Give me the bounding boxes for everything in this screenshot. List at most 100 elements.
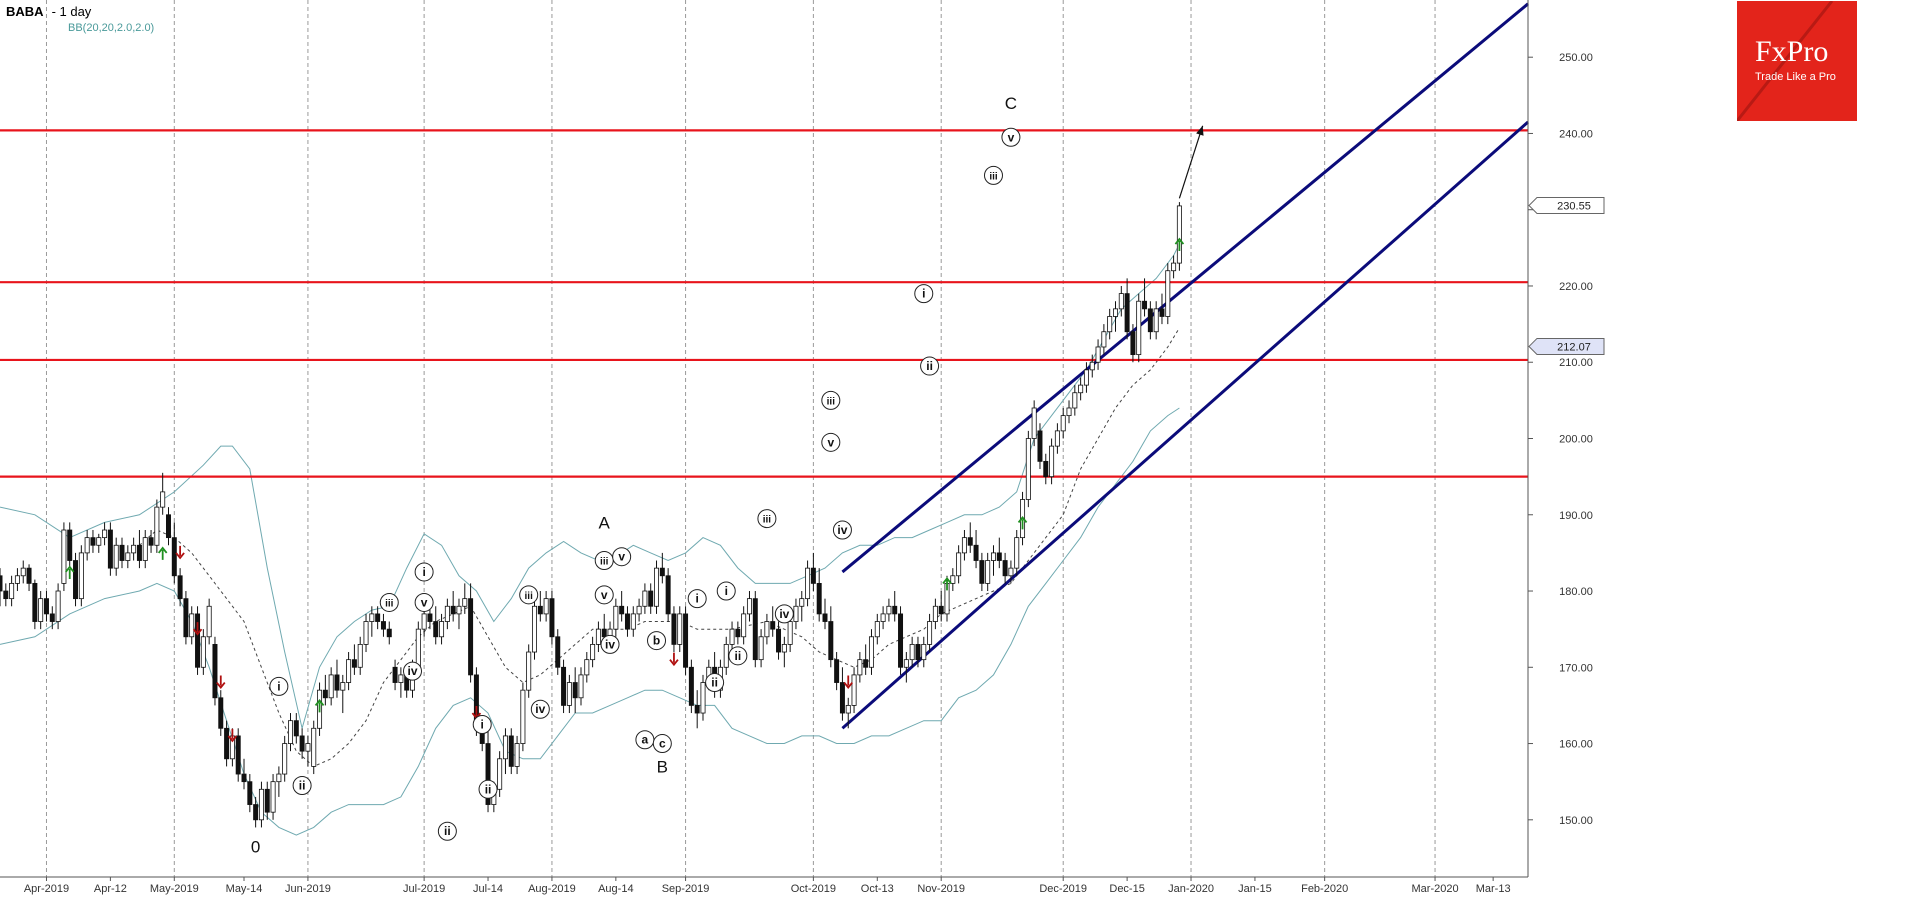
wave-circle bbox=[472, 714, 492, 734]
candle bbox=[990, 545, 996, 576]
candle-body bbox=[200, 636, 206, 668]
wave-degree-label: B bbox=[657, 757, 668, 776]
trend-channel bbox=[841, 2, 1529, 730]
candle bbox=[456, 598, 462, 630]
x-tick-label: May-2019 bbox=[150, 883, 199, 895]
candle-body bbox=[189, 613, 195, 638]
wave-label: iv bbox=[832, 520, 852, 540]
indicator-label: BB(20,20,2.0,2.0) bbox=[68, 22, 155, 34]
candle-body bbox=[96, 537, 102, 546]
candle-body bbox=[781, 644, 787, 653]
candle bbox=[648, 583, 654, 614]
candle bbox=[107, 522, 113, 576]
wave-circle bbox=[716, 581, 736, 601]
candle bbox=[1072, 385, 1078, 416]
candle-body bbox=[119, 544, 125, 561]
candle-body bbox=[1130, 331, 1136, 356]
candle bbox=[1066, 400, 1072, 424]
candle bbox=[1142, 278, 1148, 317]
wave-text: iii bbox=[827, 396, 836, 407]
candle-body bbox=[892, 605, 898, 615]
candle bbox=[125, 545, 131, 569]
y-tick-label: 250.00 bbox=[1559, 52, 1593, 64]
y-tick-label: 150.00 bbox=[1559, 815, 1593, 827]
timeframe-label: - 1 day bbox=[51, 4, 92, 19]
wave-label: ii bbox=[728, 646, 748, 666]
candle bbox=[293, 713, 299, 744]
x-tick-label: Jun-2019 bbox=[285, 883, 331, 895]
candle-body bbox=[1066, 407, 1072, 417]
signal-arrow-up bbox=[1174, 237, 1185, 252]
candle bbox=[1083, 362, 1089, 393]
wave-label: iii bbox=[519, 585, 539, 605]
candle-body bbox=[3, 590, 9, 600]
candle bbox=[1101, 324, 1107, 355]
candle bbox=[741, 606, 747, 645]
wave-label: iii bbox=[821, 390, 841, 410]
candle bbox=[485, 728, 491, 813]
candle-body bbox=[351, 659, 357, 668]
candle-body bbox=[543, 598, 549, 615]
candle-body bbox=[1078, 384, 1084, 394]
candle-body bbox=[851, 674, 857, 706]
price-tag-box bbox=[1528, 197, 1605, 215]
candle bbox=[619, 591, 625, 622]
candle-body bbox=[131, 544, 137, 554]
candle-body bbox=[363, 621, 369, 645]
wave-text: v bbox=[601, 588, 608, 602]
candle bbox=[3, 583, 9, 607]
candle bbox=[793, 598, 799, 630]
x-tick-label: Feb-2020 bbox=[1301, 883, 1348, 895]
candle bbox=[311, 720, 317, 775]
wave-circle bbox=[728, 646, 748, 666]
x-tick-label: Sep-2019 bbox=[662, 883, 710, 895]
candle-body bbox=[1037, 430, 1043, 462]
candle-body bbox=[566, 682, 572, 706]
candle-body bbox=[613, 605, 619, 630]
candle bbox=[851, 667, 857, 714]
candle-body bbox=[1095, 346, 1101, 363]
candle bbox=[183, 591, 189, 645]
candle-body bbox=[950, 575, 956, 584]
wave-label: v bbox=[821, 432, 841, 452]
candle bbox=[886, 598, 892, 622]
candle-body bbox=[1153, 308, 1159, 333]
candle-body bbox=[880, 613, 886, 622]
candle bbox=[677, 606, 683, 653]
y-tick-label: 160.00 bbox=[1559, 739, 1593, 751]
wave-label: iii bbox=[379, 592, 399, 612]
candle bbox=[61, 522, 67, 592]
candle-body bbox=[462, 598, 468, 607]
candle bbox=[165, 507, 171, 546]
candle-body bbox=[700, 682, 706, 714]
candle bbox=[555, 629, 561, 675]
candle-body bbox=[165, 514, 171, 539]
candle bbox=[142, 530, 148, 569]
candle bbox=[1002, 552, 1008, 584]
wave-text: iii bbox=[989, 171, 998, 182]
candle-body bbox=[1118, 293, 1124, 310]
candle bbox=[828, 606, 834, 668]
candle bbox=[136, 530, 142, 569]
candle-body bbox=[14, 575, 20, 584]
x-tick-label: Jul-2019 bbox=[403, 883, 445, 895]
candle bbox=[572, 667, 578, 714]
x-tick-label: Nov-2019 bbox=[917, 883, 965, 895]
wave-text: ii bbox=[299, 778, 306, 792]
wave-circle bbox=[269, 676, 289, 696]
candle bbox=[700, 674, 706, 721]
candle-body bbox=[1142, 300, 1148, 310]
candle bbox=[102, 522, 108, 546]
candle bbox=[363, 613, 369, 653]
candle-body bbox=[514, 743, 520, 767]
chart-header: BABA - 1 day bbox=[6, 4, 91, 19]
candle-body bbox=[868, 636, 874, 668]
wave-label: v bbox=[414, 592, 434, 612]
wave-circle bbox=[292, 775, 312, 795]
candle-body bbox=[799, 598, 805, 607]
candle-body bbox=[694, 705, 700, 714]
candle-body bbox=[26, 567, 32, 584]
candle bbox=[863, 644, 869, 675]
candle bbox=[1049, 438, 1055, 485]
